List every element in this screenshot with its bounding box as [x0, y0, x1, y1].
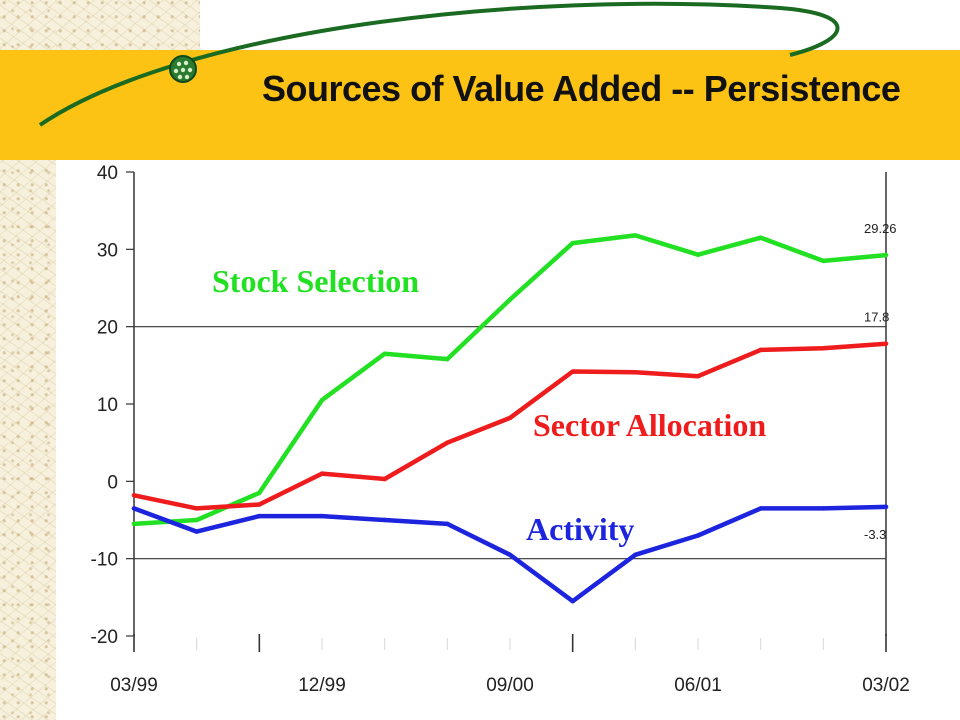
data-point	[695, 252, 701, 257]
data-point	[821, 258, 826, 264]
x-tick-label: 06/01	[674, 675, 722, 696]
data-point	[633, 552, 638, 557]
data-point	[194, 506, 199, 511]
series-line-sector-allocation	[131, 341, 889, 511]
bullet-ball-icon	[169, 55, 197, 83]
data-point	[507, 415, 513, 421]
data-point	[695, 373, 701, 379]
end-value-label: -3.3	[864, 527, 886, 542]
data-point	[758, 235, 763, 240]
y-tick-label: 40	[97, 163, 118, 184]
y-tick-label: 0	[107, 472, 118, 493]
data-point	[257, 502, 262, 507]
data-point	[382, 351, 387, 356]
data-point	[319, 471, 325, 476]
grid-layer	[134, 326, 886, 560]
data-point	[570, 369, 575, 374]
data-point	[445, 356, 450, 362]
x-tick-label: 12/99	[298, 675, 346, 696]
data-point	[821, 346, 826, 351]
y-tick-label: 30	[97, 240, 118, 261]
data-point	[382, 476, 387, 482]
data-point	[131, 506, 137, 511]
data-point	[319, 397, 325, 403]
data-point	[131, 493, 137, 498]
data-point	[257, 513, 262, 519]
data-point	[570, 599, 575, 604]
series-label-stock-selection: Stock Selection	[212, 263, 419, 299]
data-point	[883, 341, 889, 346]
data-point	[883, 252, 889, 258]
data-point	[194, 529, 199, 534]
data-point	[257, 490, 262, 496]
x-tick-label: 03/99	[110, 675, 158, 696]
data-point	[758, 506, 763, 511]
x-tick-label: 03/02	[862, 675, 910, 696]
x-tick-label: 09/00	[486, 675, 534, 696]
y-tick-label: -10	[91, 550, 118, 571]
series-label-sector-allocation: Sector Allocation	[533, 407, 766, 443]
series-layer	[131, 233, 889, 604]
slide-title: Sources of Value Added -- Persistence	[262, 68, 901, 109]
end-value-label: 29.26	[864, 221, 897, 236]
y-tick-label: 10	[97, 395, 118, 416]
label-layer: 29.26 17.8 -3.3 Stock Selection Sector Alloc…	[212, 221, 897, 547]
data-point	[319, 513, 325, 519]
data-point	[758, 347, 763, 353]
data-point	[445, 521, 450, 527]
data-point	[633, 370, 638, 375]
axis-layer: -20 -10 0 10 20 30 40 03/99 12/99 09/00 06/01 03/02	[91, 163, 910, 696]
data-point	[570, 240, 575, 246]
data-point	[883, 504, 889, 510]
data-point	[507, 552, 513, 557]
data-point	[131, 521, 137, 527]
data-point	[633, 233, 638, 238]
data-point	[695, 533, 701, 538]
y-tick-label: 20	[97, 318, 118, 339]
series-label-activity: Activity	[526, 511, 634, 547]
data-point	[445, 440, 450, 445]
data-point	[194, 517, 199, 523]
end-value-label: 17.8	[864, 310, 889, 325]
y-tick-label: -20	[91, 627, 118, 648]
data-point	[507, 297, 513, 302]
data-point	[382, 517, 387, 523]
background-top-white	[200, 0, 960, 50]
data-point	[821, 506, 826, 511]
